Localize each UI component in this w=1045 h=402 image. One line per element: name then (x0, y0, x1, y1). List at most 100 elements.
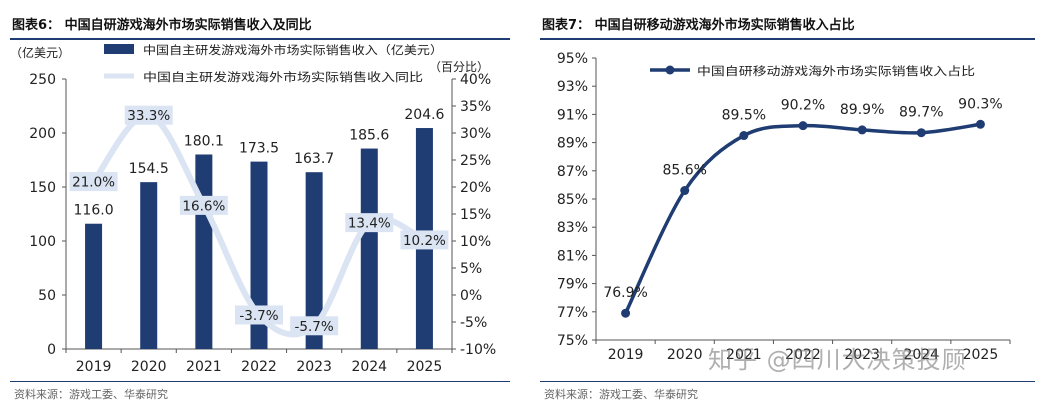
share-point (680, 186, 690, 196)
share-point (857, 125, 867, 135)
source-rule (10, 381, 510, 382)
yoy-label-box (179, 195, 228, 215)
bar (140, 182, 158, 349)
revenue-chart: 0 50 100 150 200 250 -10% -5% 0% 5% 10% 15% 20% 25% 30… (10, 43, 496, 375)
x-tick-label: 2019 (76, 359, 112, 375)
right-tick-label: 20% (460, 180, 491, 196)
right-tick-label: 15% (460, 207, 491, 223)
figure-title: 图表6： 中国自研游戏海外市场实际销售收入及同比 (12, 18, 312, 33)
right-tick-label: -10% (460, 342, 496, 358)
bar (360, 148, 378, 349)
y-tick-label: 79% (557, 277, 588, 293)
chart-panel-revenue: 图表6： 中国自研游戏海外市场实际销售收入及同比 0 50 100 150 200 250… (0, 0, 520, 401)
y-tick-label: 75% (557, 333, 588, 349)
bar-value-label: 185.6 (349, 128, 389, 144)
legend-swatch-bar (104, 44, 134, 54)
share-point (798, 121, 808, 131)
yoy-value-label: 10.2% (403, 233, 446, 249)
right-tick-label: 30% (460, 126, 491, 142)
x-tick-label: 2020 (667, 347, 703, 363)
right-tick-label: 0% (460, 288, 482, 304)
left-tick-label: 250 (29, 72, 56, 88)
bar (305, 172, 323, 349)
left-tick-label: 200 (29, 126, 56, 142)
right-tick-label: 10% (460, 234, 491, 250)
yoy-label-box (69, 172, 118, 192)
legend-label-bar: 中国自主研发游戏海外市场实际销售收入（亿美元） (143, 43, 443, 57)
right-tick-label: 5% (460, 261, 482, 277)
yoy-value-label: 13.4% (348, 216, 391, 232)
share-point (916, 128, 926, 138)
x-tick-label: 2019 (608, 347, 644, 363)
yoy-value-label: 16.6% (182, 198, 225, 214)
share-value-label: 85.6% (662, 163, 706, 179)
x-tick-label: 2023 (296, 359, 332, 375)
legend-swatch-marker (665, 65, 675, 75)
x-tick-label: 2022 (241, 359, 277, 375)
y-tick-label: 85% (557, 192, 588, 208)
share-point (975, 119, 985, 129)
yoy-value-label: -5.7% (295, 319, 334, 335)
x-tick-label: 2024 (903, 347, 939, 363)
bar (85, 223, 103, 349)
title-rule (10, 38, 510, 40)
yoy-value-label: 21.0% (72, 175, 115, 191)
x-tick-label: 2025 (963, 347, 999, 363)
yoy-label-box (290, 316, 339, 336)
y-tick-label: 83% (557, 220, 588, 236)
y-tick-label: 91% (557, 107, 588, 123)
watermark: 知乎 @四川大决策投顾 (708, 346, 967, 374)
x-tick-label: 2025 (407, 359, 443, 375)
left-tick-label: 150 (29, 180, 56, 196)
bar-value-label: 154.5 (129, 161, 169, 177)
y-tick-label: 95% (557, 51, 588, 67)
bar-value-label: 204.6 (404, 107, 444, 123)
legend-label: 中国自研移动游戏海外市场实际销售收入占比 (697, 64, 975, 78)
y-tick-label: 93% (557, 79, 588, 95)
bar-value-label: 163.7 (294, 151, 334, 167)
chart-panel-share: 图表7： 中国自研移动游戏海外市场实际销售收入占比 75% 77% 79% 81% 83… (530, 0, 1045, 401)
yoy-value-label: 33.3% (127, 108, 170, 124)
share-value-label: 76.9% (603, 285, 647, 301)
bar (250, 161, 268, 349)
x-tick-label: 2020 (131, 359, 167, 375)
share-point (739, 131, 749, 141)
x-tick-label: 2021 (726, 347, 762, 363)
bar (195, 154, 213, 349)
yoy-label-box (124, 105, 173, 125)
y-tick-label: 81% (557, 248, 588, 264)
right-tick-label: 40% (460, 72, 491, 88)
right-axis-unit: （百分比） (429, 60, 489, 74)
share-value-label: 89.7% (899, 105, 943, 121)
y-tick-label: 87% (557, 164, 588, 180)
yoy-label-box (400, 230, 449, 250)
left-axis-unit: （亿美元） (10, 45, 70, 60)
x-tick-label: 2024 (351, 359, 387, 375)
source-note: 资料来源：游戏工委、华泰研究 (14, 388, 168, 401)
y-tick-label: 77% (557, 305, 588, 321)
title-rule (540, 38, 1035, 40)
right-tick-label: 25% (460, 153, 491, 169)
x-tick-label: 2023 (844, 347, 880, 363)
share-line (623, 122, 983, 315)
x-tick-label: 2022 (785, 347, 821, 363)
share-value-label: 90.3% (958, 96, 1002, 112)
left-tick-label: 100 (29, 234, 56, 250)
bar-value-label: 173.5 (239, 141, 279, 157)
share-point (621, 308, 631, 318)
bar-value-label: 180.1 (184, 133, 224, 149)
yoy-value-label: -3.7% (239, 308, 278, 324)
figure-title: 图表7： 中国自研移动游戏海外市场实际销售收入占比 (542, 18, 855, 33)
share-value-label: 89.5% (722, 108, 766, 124)
right-tick-label: -5% (460, 315, 487, 331)
share-value-label: 90.2% (781, 98, 825, 114)
share-chart: 75% 77% 79% 81% 83% 85% 87% 89% 91% 93% 95% 2019 202… (557, 51, 1011, 363)
right-tick-label: 35% (460, 99, 491, 115)
source-rule (540, 381, 1035, 382)
yoy-label-box (235, 305, 283, 325)
share-value-label: 89.9% (840, 102, 884, 118)
yoy-label-box (345, 213, 394, 233)
left-tick-label: 0 (47, 342, 56, 358)
left-tick-label: 50 (38, 288, 56, 304)
bar-value-label: 116.0 (74, 203, 114, 219)
